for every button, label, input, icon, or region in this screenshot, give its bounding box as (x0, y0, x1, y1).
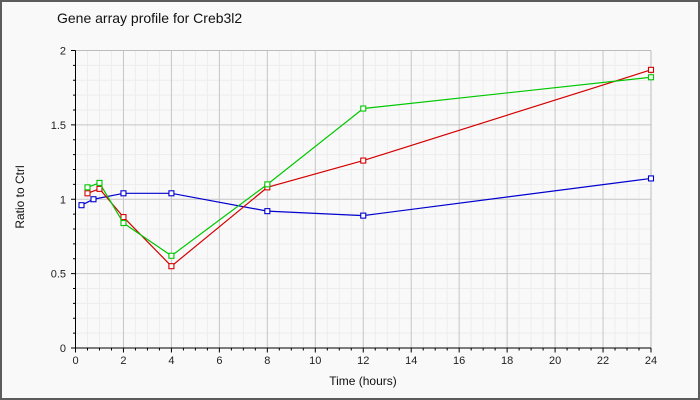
plot-border (75, 50, 652, 348)
red-series-marker (84, 190, 91, 197)
green-series-marker (360, 105, 367, 112)
y-tick-label: 2 (60, 46, 66, 58)
x-tick-label: 10 (309, 355, 321, 367)
blue-series-marker (90, 196, 97, 203)
y-tick-labels: 0 0.5 1 1.5 2 (51, 46, 66, 356)
x-tick-labels: 0 2 4 6 8 10 12 14 16 18 20 22 24 (72, 355, 657, 367)
red-series-marker (120, 214, 127, 221)
x-tick-label: 20 (549, 355, 561, 367)
green-series-marker (647, 74, 655, 81)
blue-series-marker (264, 208, 271, 215)
x-tick-label: 0 (72, 355, 78, 367)
blue-series-marker (120, 190, 127, 197)
x-tick-label: 16 (453, 355, 465, 367)
series-red-series (84, 66, 655, 270)
series-blue-series (78, 175, 655, 219)
blue-series-marker (647, 175, 655, 182)
green-series-marker (264, 181, 271, 188)
x-axis-label: Time (hours) (329, 374, 397, 388)
red-series-marker (96, 185, 103, 192)
blue-series-marker (78, 202, 85, 209)
green-series-marker (96, 179, 103, 186)
x-tick-label: 6 (216, 355, 222, 367)
y-tick-label: 1 (60, 194, 66, 206)
blue-series-marker (360, 212, 367, 219)
x-tick-label: 22 (597, 355, 609, 367)
blue-series-marker (168, 190, 175, 197)
x-tick-label: 2 (120, 355, 126, 367)
x-tick-label: 24 (645, 355, 657, 367)
red-series-marker (168, 263, 175, 270)
green-series-marker (120, 220, 127, 227)
red-series-line (87, 69, 652, 268)
chart-title: Gene array profile for Creb3l2 (57, 10, 243, 26)
green-series-marker (84, 184, 91, 191)
x-tick-label: 4 (168, 355, 174, 367)
x-tick-label: 12 (357, 355, 369, 367)
series-green-series (84, 74, 655, 259)
y-tick-label: 0.5 (51, 269, 66, 281)
green-series-marker (168, 252, 175, 259)
x-tick-label: 18 (501, 355, 513, 367)
axes (71, 50, 652, 353)
red-series-marker (647, 66, 655, 73)
y-tick-label: 0 (60, 343, 66, 355)
y-tick-label: 1.5 (51, 120, 66, 132)
x-tick-label: 8 (264, 355, 270, 367)
x-tick-label: 14 (405, 355, 417, 367)
red-series-marker (360, 157, 367, 164)
